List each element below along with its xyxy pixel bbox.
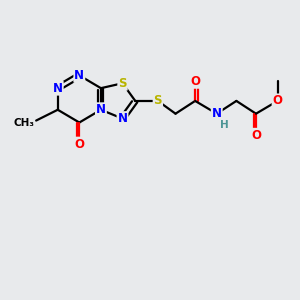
Text: N: N	[212, 107, 222, 120]
Text: N: N	[118, 112, 128, 125]
Text: CH₃: CH₃	[13, 118, 34, 128]
Text: N: N	[53, 82, 63, 95]
Text: S: S	[118, 77, 127, 90]
Text: N: N	[74, 69, 84, 82]
Text: O: O	[251, 129, 261, 142]
Text: O: O	[74, 138, 84, 151]
Text: O: O	[273, 94, 283, 107]
Text: H: H	[220, 121, 229, 130]
Text: S: S	[154, 94, 162, 107]
Text: N: N	[96, 103, 106, 116]
Text: O: O	[190, 75, 200, 88]
